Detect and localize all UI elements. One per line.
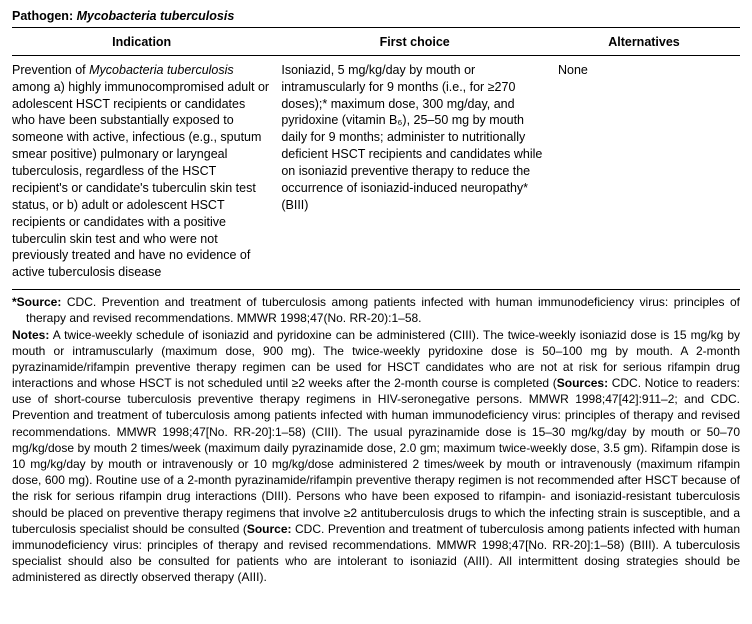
header-alternatives: Alternatives xyxy=(558,34,740,51)
source-label: Source: xyxy=(17,295,62,309)
cell-indication: Prevention of Mycobacteria tuberculosis … xyxy=(12,62,281,281)
cell-first-choice: Isoniazid, 5 mg/kg/day by mouth or intra… xyxy=(281,62,558,281)
notes-label: Notes: xyxy=(12,328,49,342)
footnote-notes: Notes: A twice-weekly schedule of isonia… xyxy=(12,327,740,586)
indication-post: among a) highly immunocompromised adult … xyxy=(12,80,269,280)
header-first-choice: First choice xyxy=(281,34,558,51)
cell-alternatives: None xyxy=(558,62,740,281)
pathogen-name: Mycobacteria tuberculosis xyxy=(77,9,235,23)
indication-pre: Prevention of xyxy=(12,63,89,77)
pathogen-label: Pathogen: xyxy=(12,9,77,23)
footnotes: *Source: CDC. Prevention and treatment o… xyxy=(12,290,740,585)
indication-italic: Mycobacteria tuberculosis xyxy=(89,63,234,77)
header-indication: Indication xyxy=(12,34,281,51)
notes-text2: CDC. Notice to readers: use of short-cou… xyxy=(12,376,740,536)
pathogen-header: Pathogen: Mycobacteria tuberculosis xyxy=(12,8,740,28)
table-row: Prevention of Mycobacteria tuberculosis … xyxy=(12,56,740,290)
table-header-row: Indication First choice Alternatives xyxy=(12,30,740,56)
source-text: CDC. Prevention and treatment of tubercu… xyxy=(26,295,740,325)
notes-sources-label: Sources: xyxy=(557,376,608,390)
footnote-source: *Source: CDC. Prevention and treatment o… xyxy=(12,294,740,326)
notes-source2-label: Source: xyxy=(247,522,292,536)
